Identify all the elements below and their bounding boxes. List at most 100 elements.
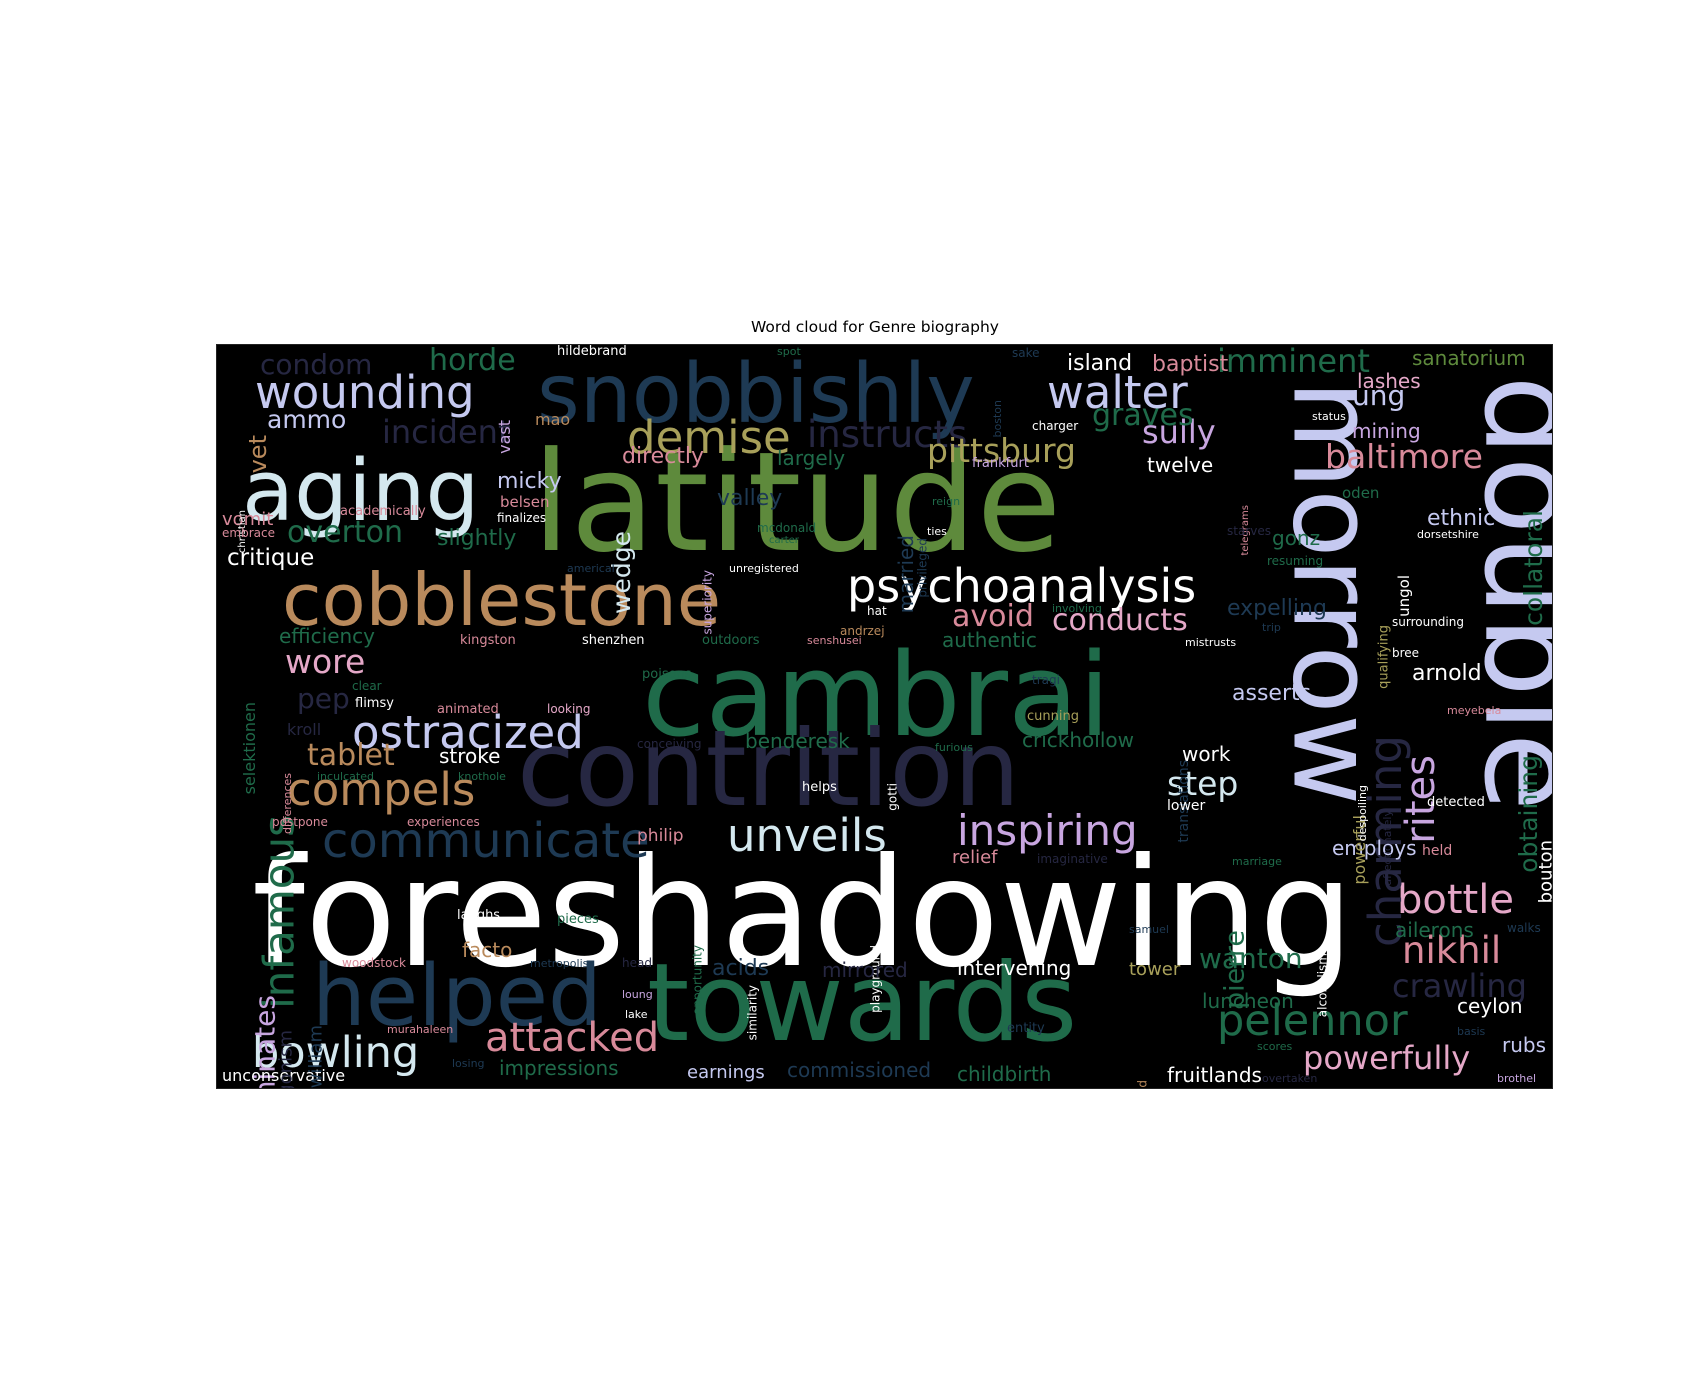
word-impressions: impressions [499, 1056, 619, 1080]
word-losing: losing [452, 1057, 485, 1070]
word-translations: translations [1176, 760, 1192, 843]
word-charger: charger [1032, 419, 1078, 433]
word-basis: basis [1457, 1025, 1486, 1038]
word-critique: critique [227, 545, 314, 571]
word-communicate: communicate [322, 813, 650, 869]
word-ethnic: ethnic [1427, 506, 1495, 531]
word-vast: vast [495, 420, 514, 454]
word-pieces: pieces [557, 912, 599, 927]
word-selektionen: selektionen [240, 702, 259, 794]
word-looking: looking [547, 702, 591, 716]
word-experiences: experiences [407, 815, 480, 829]
word-powerful: powerful [1350, 815, 1369, 885]
word-ceylon: ceylon [1457, 994, 1523, 1018]
word-status: status [1312, 410, 1346, 423]
word-mao: mao [535, 410, 570, 429]
word-gonz: gonz [1272, 526, 1320, 550]
word-oden: oden [1342, 484, 1379, 502]
word-efficiency: efficiency [279, 624, 375, 648]
word-stroke: stroke [439, 744, 500, 768]
word-overton: overton [287, 515, 403, 550]
word-intervening: intervening [957, 956, 1071, 980]
word-metropolis: metropolis [530, 957, 589, 970]
word-challenged: challenged [1136, 1080, 1150, 1088]
word-conceiving: conceiving [637, 737, 702, 751]
word-charming: charming [1359, 735, 1412, 947]
word-towards: towards [647, 941, 1077, 1066]
word-slightly: slightly [437, 526, 516, 551]
word-loung: loung [622, 988, 653, 1001]
word-double: double [1455, 375, 1552, 811]
word-frankfurt: frankfurt [972, 456, 1029, 471]
word-differences: differences [281, 773, 294, 834]
word-arnold: arnold [1412, 661, 1482, 686]
word-sully: sully [1142, 413, 1216, 451]
word-condom: condom [260, 348, 372, 381]
word-step: step [1167, 764, 1238, 803]
word-poisons: poisons [642, 667, 692, 682]
word-helped: helped [312, 947, 602, 1046]
word-cloud: foreshadowing latitude cambrai towards contr… [216, 344, 1553, 1089]
word-mcdonald: mcdonald [757, 521, 816, 535]
word-playground: playground [869, 945, 883, 1013]
word-lashes: lashes [1357, 369, 1421, 393]
words-layer: foreshadowing latitude cambrai towards contr… [222, 345, 1552, 1088]
word-opportunity: opportunity [691, 945, 705, 1015]
word-brothel: brothel [1497, 1072, 1536, 1085]
word-baptist: baptist [1152, 352, 1229, 377]
word-hildebrand: hildebrand [557, 345, 627, 359]
word-animated: animated [437, 702, 499, 717]
word-ung: ung [1352, 379, 1405, 412]
word-alcoholism: alcoholism [1316, 953, 1330, 1017]
word-lower: lower [1167, 798, 1206, 814]
word-bottle: bottle [1397, 877, 1514, 923]
word-gotti: gotti [886, 783, 900, 811]
word-work: work [1182, 742, 1231, 766]
word-clear: clear [352, 679, 382, 693]
word-furious: furious [935, 741, 973, 754]
word-aging: aging [242, 442, 480, 541]
word-tower: tower [1129, 959, 1181, 980]
word-rubs: rubs [1502, 1033, 1546, 1057]
word-outdoors: outdoors [702, 633, 760, 648]
word-facto: facto [462, 938, 512, 962]
word-infamous: infamous [255, 815, 304, 1009]
word-meyebela: meyebela [1447, 704, 1501, 717]
word-postpone: postpone [272, 815, 328, 829]
chart-title: Word cloud for Genre biography [751, 318, 999, 336]
word-unregistered: unregistered [729, 562, 799, 575]
word-lake: lake [625, 1008, 648, 1021]
word-wanton: wanton [1199, 942, 1303, 975]
word-dominates: dominates [248, 995, 281, 1088]
word-avoid: avoid [952, 599, 1034, 634]
word-expelling: expelling [1227, 596, 1327, 621]
word-ammo: ammo [267, 405, 346, 434]
word-collatoral: collatoral [1519, 510, 1548, 626]
word-murahaleen: murahaleen [387, 1023, 453, 1036]
word-bree: bree [1392, 646, 1419, 660]
word-held: held [1422, 843, 1452, 859]
word-pierre: pierre [1220, 930, 1251, 1009]
word-finalizes: finalizes [497, 511, 546, 525]
word-head: head [622, 956, 652, 970]
word-starves: starves [1227, 524, 1271, 538]
word-latitude: latitude [532, 422, 1061, 583]
word-nikhil: nikhil [1402, 929, 1501, 972]
word-morrow: morrow [1268, 380, 1398, 805]
word-childbirth: childbirth [957, 1062, 1051, 1086]
word-unveils: unveils [727, 809, 887, 862]
word-vet: vet [244, 435, 272, 473]
word-wedge: wedge [607, 531, 636, 614]
word-woodstock: woodstock [342, 956, 406, 970]
word-christian: christian [237, 510, 248, 553]
word-island: island [1067, 351, 1132, 376]
word-andrzej: andrzej [840, 624, 885, 638]
word-employs: employs [1332, 836, 1417, 860]
word-wounding: wounding [255, 366, 475, 419]
word-telegrams: telegrams [1240, 505, 1251, 556]
word-fruitlands: fruitlands [1167, 1063, 1262, 1087]
word-inspiring: inspiring [957, 806, 1138, 855]
word-cloud-background [217, 345, 1552, 1088]
word-cunning: cunning [1027, 709, 1079, 724]
word-laughs: laughs [457, 908, 500, 923]
